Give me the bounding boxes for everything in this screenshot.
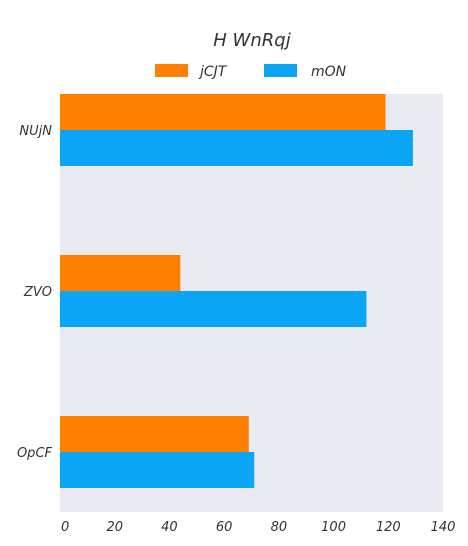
- x-tick-label-120: 120: [376, 520, 401, 535]
- chart-title: H WnRqj: [213, 30, 290, 51]
- x-tick-label-100: 100: [321, 520, 346, 535]
- bar-opcf-mon: [60, 452, 255, 488]
- x-tick-label-20: 20: [106, 520, 123, 535]
- y-tick-label-zvo: ZVO: [23, 285, 52, 300]
- bars: [60, 94, 413, 488]
- y-tick-label-opcf: OpCF: [17, 446, 53, 461]
- x-tick-label-80: 80: [271, 520, 288, 535]
- legend: jCJT mON: [155, 64, 347, 80]
- legend-swatch-jcjt: [155, 64, 188, 77]
- legend-label-mon: mON: [311, 64, 347, 80]
- bar-zvo-jcjt: [60, 255, 181, 291]
- legend-swatch-mon: [264, 64, 297, 77]
- bar-nujn-mon: [60, 130, 413, 166]
- y-tick-label-nujn: NUjN: [19, 124, 52, 139]
- x-tick-label-140: 140: [431, 520, 456, 535]
- x-tick-label-60: 60: [216, 520, 233, 535]
- bar-opcf-jcjt: [60, 416, 249, 452]
- x-axis-ticks: 0 20 40 60 80 100 120 140: [61, 520, 455, 535]
- x-tick-label-0: 0: [61, 520, 69, 535]
- legend-label-jcjt: jCJT: [198, 64, 228, 80]
- bar-nujn-jcjt: [60, 94, 386, 130]
- y-axis-ticks: NUjN ZVO OpCF: [17, 124, 53, 461]
- x-tick-label-40: 40: [161, 520, 178, 535]
- bar-zvo-mon: [60, 291, 367, 327]
